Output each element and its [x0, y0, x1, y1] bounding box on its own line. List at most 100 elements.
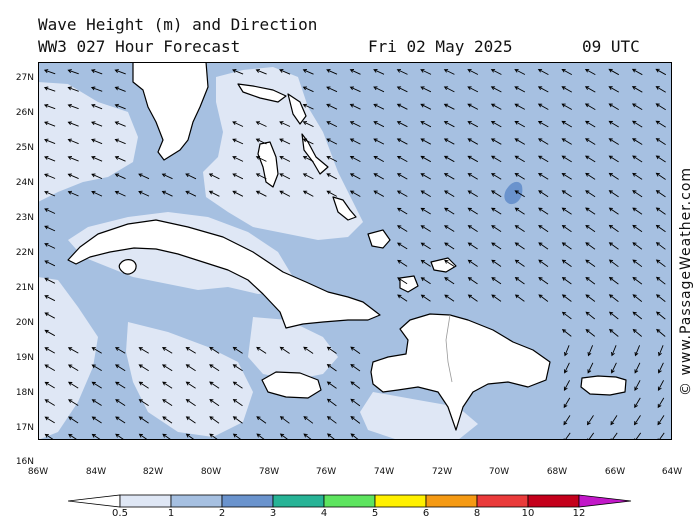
wave-arrow: [443, 207, 455, 215]
wave-arrow: [467, 173, 478, 180]
wave-arrow: [209, 381, 220, 389]
wave-arrow: [561, 68, 573, 75]
wave-arrow: [114, 347, 126, 354]
wave-arrow: [44, 347, 56, 354]
wave-arrow: [537, 173, 549, 180]
wave-arrow: [302, 173, 314, 180]
wave-arrow: [114, 173, 126, 180]
wave-arrow: [584, 68, 596, 75]
lon-label-70w: 70W: [488, 467, 510, 477]
wave-arrow: [490, 173, 502, 180]
wave-arrow: [279, 416, 290, 424]
wave-arrow: [443, 190, 455, 197]
wave-arrow: [490, 121, 502, 128]
colorbar-swatch-3: [221, 494, 274, 508]
wave-arrow: [443, 155, 455, 163]
wave-arrow: [608, 155, 619, 163]
lon-label-66w: 66W: [604, 467, 626, 477]
wave-arrow: [514, 173, 525, 180]
wave-arrow: [655, 155, 666, 163]
wave-arrow: [655, 259, 666, 268]
wave-arrow: [514, 277, 525, 285]
wave-arrow: [138, 173, 150, 180]
wave-arrow: [138, 399, 149, 406]
wave-arrow: [632, 155, 643, 163]
wave-arrow: [655, 276, 666, 285]
wave-arrow: [44, 138, 56, 145]
colorbar-over-arrow: [578, 494, 632, 508]
colorbar-swatch-2: [170, 494, 223, 508]
wave-arrow: [585, 276, 596, 285]
wave-arrow: [44, 381, 55, 389]
wave-arrow: [44, 364, 56, 371]
wave-arrow: [514, 207, 525, 215]
lat-label-22n: 22N: [15, 248, 34, 258]
wave-arrow: [420, 242, 431, 250]
wave-arrow: [138, 347, 149, 354]
wave-arrow: [608, 103, 619, 110]
lat-label-18n: 18N: [15, 388, 34, 398]
wave-arrow: [373, 69, 385, 75]
wave-arrow: [350, 398, 361, 407]
wave-arrow: [537, 155, 549, 163]
wave-arrow: [396, 242, 408, 250]
wave-arrow: [161, 190, 173, 197]
wave-arrow: [67, 103, 79, 110]
long-island: [332, 196, 357, 221]
lat-label-24n: 24N: [15, 178, 34, 188]
wave-arrow: [634, 362, 641, 374]
wave-arrow: [326, 416, 337, 424]
wave-arrow: [326, 190, 338, 197]
wave-arrow: [161, 364, 173, 372]
wave-arrow: [467, 242, 478, 250]
wave-arrow: [326, 69, 338, 75]
wave-arrow: [420, 155, 432, 163]
colorbar-under-arrow: [68, 494, 121, 508]
wave-arrow: [491, 277, 502, 285]
wave-arrow: [632, 328, 642, 337]
wave-arrow: [373, 121, 385, 128]
wave-arrow: [44, 242, 56, 249]
wave-arrow: [514, 259, 525, 267]
lat-label-19n: 19N: [15, 353, 34, 363]
wave-arrow: [302, 86, 314, 93]
wave-arrow: [91, 138, 103, 145]
wave-arrow: [585, 190, 596, 198]
wave-arrow: [67, 399, 79, 406]
wave-arrow: [420, 138, 432, 145]
colorbar-label-0-5: 0.5: [112, 508, 128, 519]
wave-arrow: [396, 103, 408, 110]
wave-arrow: [326, 364, 337, 372]
lon-label-68w: 68W: [546, 467, 568, 477]
wave-arrow: [373, 103, 385, 110]
wave-arrow: [232, 138, 244, 145]
wave-arrow: [185, 398, 196, 407]
wave-arrow: [420, 277, 431, 285]
lon-label-84w: 84W: [85, 467, 107, 477]
wave-arrow: [138, 190, 150, 197]
wave-arrow: [514, 86, 526, 93]
wave-arrow: [420, 121, 432, 128]
wave-arrow: [44, 156, 56, 162]
wave-arrow: [514, 138, 526, 145]
wave-arrow: [631, 138, 643, 145]
wave-arrow: [467, 207, 478, 215]
jamaica: [261, 371, 322, 399]
wave-arrow: [349, 190, 361, 197]
wave-arrow: [443, 68, 455, 75]
wave-arrow: [632, 172, 643, 180]
wave-arrow: [396, 225, 408, 232]
wave-arrow: [585, 172, 596, 180]
wave-arrow: [302, 121, 314, 128]
wave-arrow: [208, 190, 220, 197]
wave-arrow: [420, 225, 431, 232]
wave-arrow: [373, 86, 385, 93]
wave-arrow: [632, 294, 643, 302]
wave-arrow: [632, 311, 643, 320]
wave-arrow: [655, 120, 666, 128]
wave-arrow: [537, 86, 549, 93]
wave-arrow: [538, 259, 549, 267]
wave-arrow: [561, 173, 572, 180]
wave-arrow: [563, 380, 570, 391]
wave-arrow: [114, 86, 126, 92]
